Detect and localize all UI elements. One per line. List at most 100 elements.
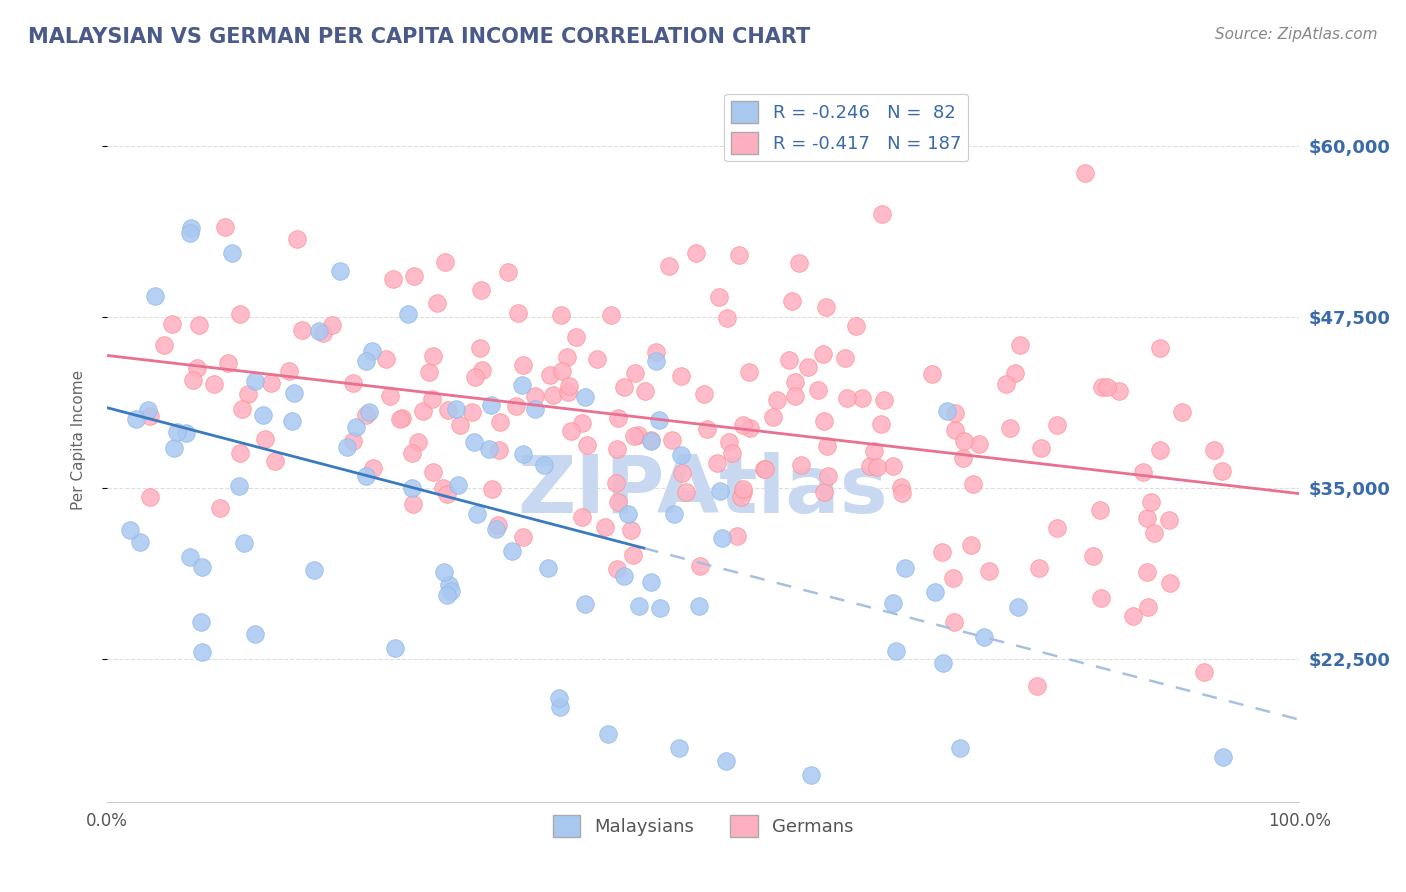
- Point: [977, 564, 1000, 578]
- Point: [449, 418, 471, 433]
- Point: [1004, 366, 1026, 380]
- Point: [731, 485, 754, 500]
- Point: [291, 323, 314, 337]
- Point: [647, 413, 669, 427]
- Point: [188, 318, 211, 332]
- Point: [669, 369, 692, 384]
- Point: [361, 343, 384, 358]
- Point: [571, 416, 593, 430]
- Point: [375, 351, 398, 366]
- Text: ZIPAtlas: ZIPAtlas: [517, 451, 889, 530]
- Point: [969, 436, 991, 450]
- Point: [361, 461, 384, 475]
- Point: [942, 571, 965, 585]
- Point: [706, 456, 728, 470]
- Point: [668, 740, 690, 755]
- Point: [870, 207, 893, 221]
- Point: [548, 691, 571, 706]
- Point: [412, 403, 434, 417]
- Point: [470, 284, 492, 298]
- Point: [890, 480, 912, 494]
- Point: [623, 428, 645, 442]
- Point: [884, 644, 907, 658]
- Point: [174, 426, 197, 441]
- Point: [489, 415, 512, 429]
- Point: [943, 406, 966, 420]
- Point: [613, 380, 636, 394]
- Point: [437, 578, 460, 592]
- Point: [1192, 665, 1215, 680]
- Point: [931, 545, 953, 559]
- Point: [229, 307, 252, 321]
- Point: [422, 349, 444, 363]
- Point: [548, 699, 571, 714]
- Point: [465, 507, 488, 521]
- Point: [1091, 380, 1114, 394]
- Point: [873, 393, 896, 408]
- Legend: Malaysians, Germans: Malaysians, Germans: [546, 807, 860, 844]
- Point: [253, 432, 276, 446]
- Point: [1088, 503, 1111, 517]
- Point: [1211, 464, 1233, 478]
- Point: [512, 358, 534, 372]
- Point: [707, 289, 730, 303]
- Point: [882, 596, 904, 610]
- Point: [434, 255, 457, 269]
- Point: [607, 495, 630, 509]
- Point: [550, 309, 572, 323]
- Point: [440, 583, 463, 598]
- Point: [685, 246, 707, 260]
- Point: [640, 574, 662, 589]
- Point: [733, 418, 755, 433]
- Point: [402, 269, 425, 284]
- Point: [252, 408, 274, 422]
- Point: [778, 352, 800, 367]
- Point: [406, 435, 429, 450]
- Point: [396, 307, 419, 321]
- Point: [738, 420, 761, 434]
- Point: [862, 444, 884, 458]
- Point: [401, 481, 423, 495]
- Point: [866, 460, 889, 475]
- Point: [512, 447, 534, 461]
- Point: [797, 359, 820, 374]
- Point: [718, 434, 741, 449]
- Point: [696, 422, 718, 436]
- Point: [709, 483, 731, 498]
- Point: [190, 615, 212, 629]
- Point: [512, 530, 534, 544]
- Point: [217, 356, 239, 370]
- Point: [264, 453, 287, 467]
- Point: [143, 289, 166, 303]
- Point: [1136, 511, 1159, 525]
- Point: [524, 402, 547, 417]
- Point: [692, 387, 714, 401]
- Point: [436, 588, 458, 602]
- Point: [1074, 166, 1097, 180]
- Point: [644, 345, 666, 359]
- Point: [627, 599, 650, 614]
- Point: [765, 392, 787, 407]
- Point: [1159, 576, 1181, 591]
- Point: [728, 248, 751, 262]
- Point: [720, 446, 742, 460]
- Point: [260, 376, 283, 390]
- Point: [813, 347, 835, 361]
- Point: [1007, 600, 1029, 615]
- Point: [1046, 521, 1069, 535]
- Point: [153, 338, 176, 352]
- Point: [381, 272, 404, 286]
- Point: [640, 434, 662, 448]
- Point: [422, 465, 444, 479]
- Point: [447, 477, 470, 491]
- Point: [446, 402, 468, 417]
- Point: [564, 329, 586, 343]
- Point: [356, 468, 378, 483]
- Point: [800, 768, 823, 782]
- Point: [1171, 405, 1194, 419]
- Point: [228, 446, 250, 460]
- Point: [232, 535, 254, 549]
- Point: [432, 481, 454, 495]
- Point: [960, 538, 983, 552]
- Point: [486, 517, 509, 532]
